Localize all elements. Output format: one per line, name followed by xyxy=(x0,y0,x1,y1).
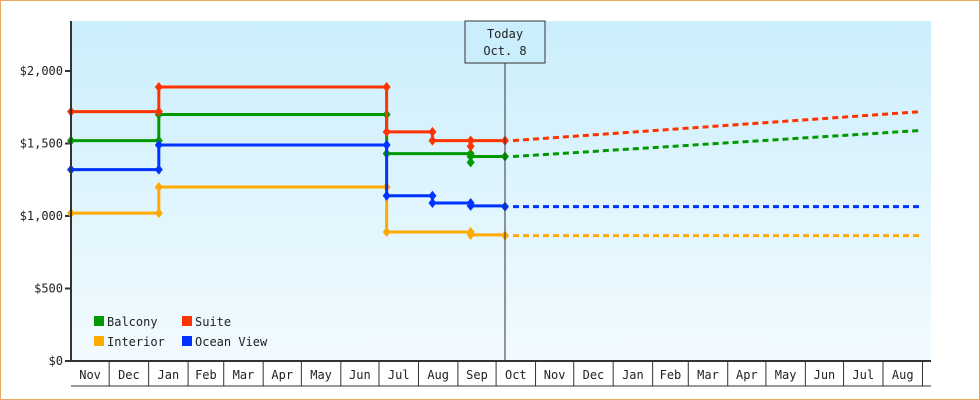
x-tick-label: Aug xyxy=(427,368,449,382)
x-tick-label: Jul xyxy=(852,368,874,382)
today-date: Oct. 8 xyxy=(483,44,526,58)
data-point xyxy=(466,141,475,152)
series-ocean-view xyxy=(67,139,922,212)
legend: Balcony Suite Interior Ocean View xyxy=(94,315,268,349)
data-point xyxy=(154,139,163,150)
legend-label: Interior xyxy=(107,335,165,349)
data-point xyxy=(466,200,475,211)
x-tick-label: Jan xyxy=(158,368,180,382)
x-tick-label: Apr xyxy=(736,368,758,382)
data-point xyxy=(466,229,475,240)
data-point xyxy=(466,151,475,162)
legend-swatch xyxy=(182,336,192,346)
legend-swatch xyxy=(182,316,192,326)
data-point xyxy=(382,126,391,137)
x-tick-label: Dec xyxy=(583,368,605,382)
plot-area xyxy=(71,21,931,361)
data-point xyxy=(154,208,163,219)
legend-label: Suite xyxy=(195,315,231,329)
x-tick-label: Feb xyxy=(195,368,217,382)
x-tick-label: Nov xyxy=(544,368,566,382)
x-tick-label: May xyxy=(775,368,797,382)
legend-item: Balcony xyxy=(94,315,158,329)
x-tick-label: Jun xyxy=(349,368,371,382)
x-tick-label: Jun xyxy=(814,368,836,382)
x-tick-label: Sep xyxy=(466,368,488,382)
data-point xyxy=(428,197,437,208)
data-point xyxy=(428,135,437,146)
legend-label: Ocean View xyxy=(195,335,268,349)
data-point xyxy=(466,135,475,146)
data-point xyxy=(154,182,163,192)
today-box xyxy=(464,20,546,64)
data-point xyxy=(382,81,391,92)
data-point xyxy=(428,190,437,201)
x-tick-label: Jul xyxy=(388,368,410,382)
data-point xyxy=(382,226,391,237)
x-tick-label: Apr xyxy=(271,368,293,382)
x-tick-label: Mar xyxy=(233,368,255,382)
data-point xyxy=(382,190,391,201)
y-tick-label: $1,500 xyxy=(20,137,63,151)
series-interior xyxy=(67,182,922,241)
today-label: Today xyxy=(487,27,523,41)
x-tick-label: Feb xyxy=(660,368,682,382)
x-tick-label: Oct xyxy=(505,368,527,382)
y-tick-label: $0 xyxy=(49,354,63,368)
x-tick-label: Dec xyxy=(118,368,140,382)
x-tick-label: Aug xyxy=(892,368,914,382)
data-point xyxy=(154,106,163,117)
y-tick-label: $500 xyxy=(34,282,63,296)
data-point xyxy=(154,164,163,175)
y-tick-label: $1,000 xyxy=(20,209,63,223)
x-tick-label: May xyxy=(310,368,332,382)
legend-item: Interior xyxy=(94,335,165,349)
legend-item: Ocean View xyxy=(182,335,268,349)
forecast-line xyxy=(512,128,922,159)
data-point xyxy=(466,157,475,168)
data-point xyxy=(428,126,437,137)
today-marker: Today Oct. 8 xyxy=(464,20,546,361)
series-suite xyxy=(67,81,922,152)
data-point xyxy=(382,139,391,150)
legend-swatch xyxy=(94,336,104,346)
forecast-line xyxy=(512,110,922,143)
x-tick-label: Nov xyxy=(79,368,101,382)
legend-label: Balcony xyxy=(107,315,158,329)
x-tick-label: Mar xyxy=(697,368,719,382)
x-tick-label: Jan xyxy=(622,368,644,382)
legend-swatch xyxy=(94,316,104,326)
data-point xyxy=(154,81,163,92)
legend-item: Suite xyxy=(182,315,231,329)
y-tick-label: $2,000 xyxy=(20,64,63,78)
